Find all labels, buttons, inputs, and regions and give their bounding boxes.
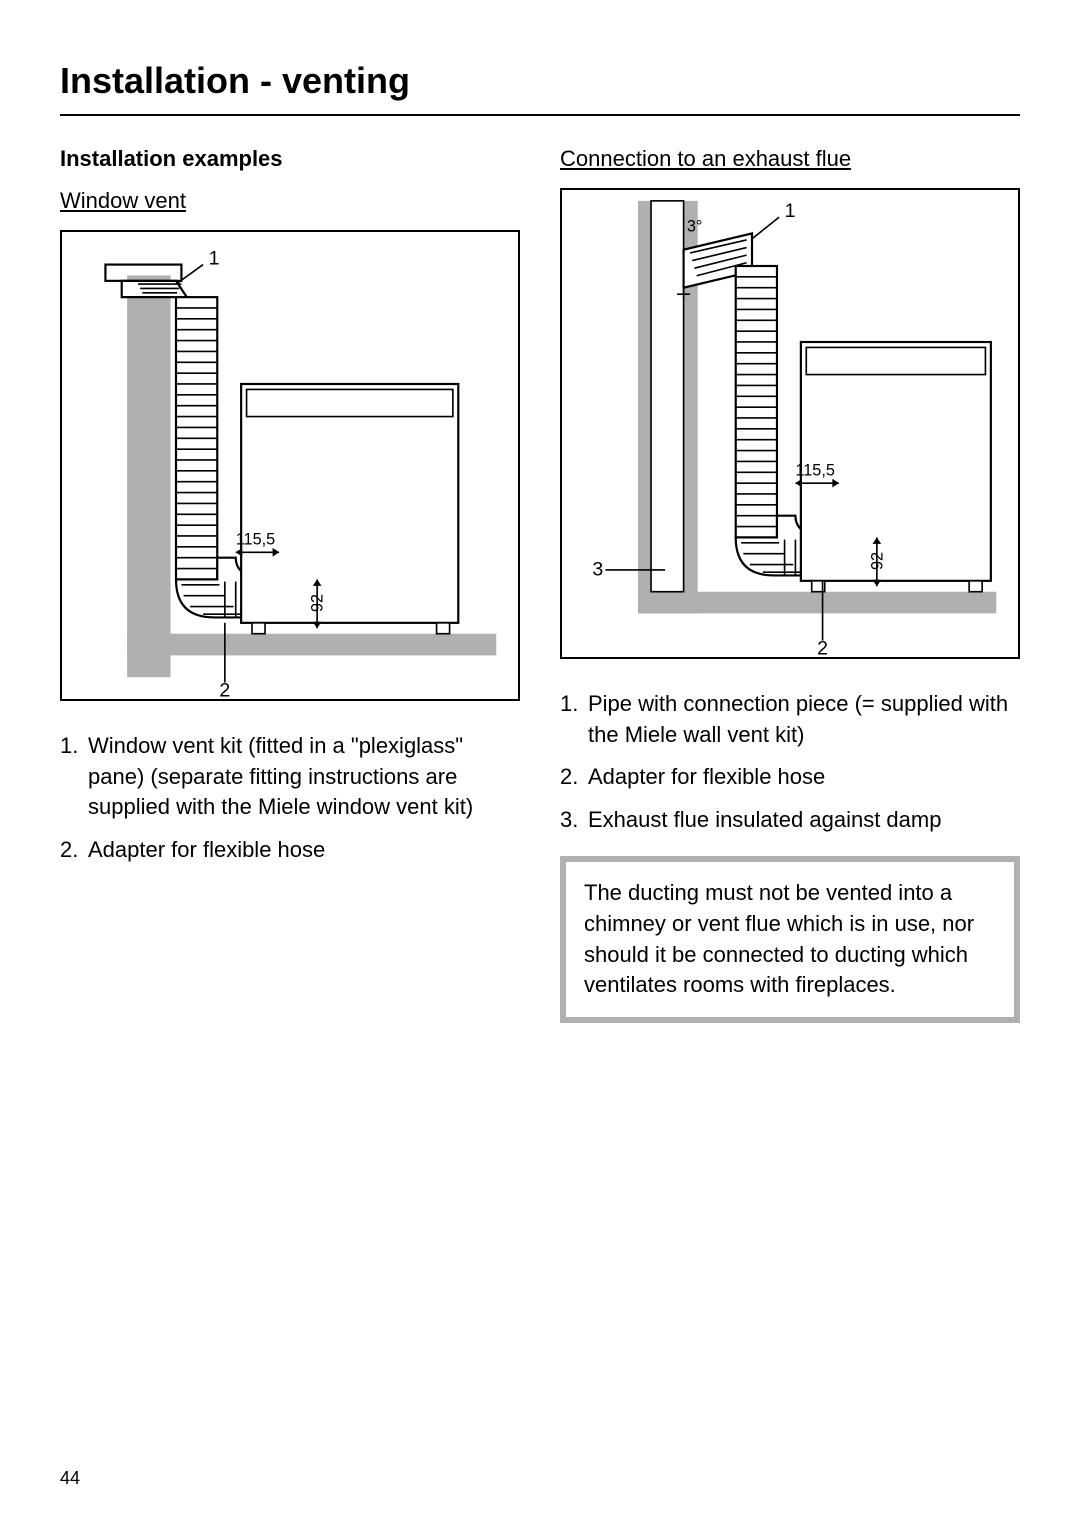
installation-examples-heading: Installation examples (60, 146, 520, 172)
list-item: 2. Adapter for flexible hose (560, 762, 1020, 793)
page-title: Installation - venting (60, 60, 1020, 116)
label-2: 2 (219, 680, 230, 699)
exhaust-flue-diagram: 3 3° 1 (560, 188, 1020, 659)
dim-height: 92 (868, 552, 886, 570)
dim-width: 115,5 (795, 462, 835, 480)
angle-label: 3° (687, 217, 703, 235)
label-1: 1 (785, 200, 796, 222)
right-column: Connection to an exhaust flue 3 (560, 146, 1020, 1023)
warning-text: The ducting must not be vented into a ch… (584, 880, 974, 997)
list-text: Exhaust flue insulated against damp (588, 805, 1020, 836)
window-vent-diagram: 1 (60, 230, 520, 701)
window-vent-list: 1. Window vent kit (fitted in a "plexigl… (60, 731, 520, 866)
list-text: Window vent kit (fitted in a "plexiglass… (88, 731, 520, 823)
left-column: Installation examples Window vent 1 (60, 146, 520, 1023)
window-vent-subheading: Window vent (60, 188, 520, 214)
list-item: 2. Adapter for flexible hose (60, 835, 520, 866)
label-2: 2 (817, 638, 828, 657)
list-item: 1. Pipe with connection piece (= supplie… (560, 689, 1020, 751)
list-number: 2. (60, 835, 88, 866)
dim-height: 92 (309, 594, 327, 612)
list-text: Adapter for flexible hose (588, 762, 1020, 793)
exhaust-flue-subheading: Connection to an exhaust flue (560, 146, 1020, 172)
list-number: 1. (60, 731, 88, 823)
exhaust-flue-list: 1. Pipe with connection piece (= supplie… (560, 689, 1020, 836)
list-number: 2. (560, 762, 588, 793)
list-item: 3. Exhaust flue insulated against damp (560, 805, 1020, 836)
exhaust-flue-svg: 3 3° 1 (562, 190, 1018, 657)
window-vent-svg: 1 (62, 232, 518, 699)
list-text: Adapter for flexible hose (88, 835, 520, 866)
warning-box: The ducting must not be vented into a ch… (560, 856, 1020, 1023)
label-3: 3 (592, 558, 603, 580)
list-number: 1. (560, 689, 588, 751)
content-columns: Installation examples Window vent 1 (60, 146, 1020, 1023)
dim-width: 115,5 (236, 531, 276, 549)
list-number: 3. (560, 805, 588, 836)
list-text: Pipe with connection piece (= supplied w… (588, 689, 1020, 751)
list-item: 1. Window vent kit (fitted in a "plexigl… (60, 731, 520, 823)
label-1: 1 (209, 248, 220, 270)
page-number: 44 (60, 1468, 80, 1489)
